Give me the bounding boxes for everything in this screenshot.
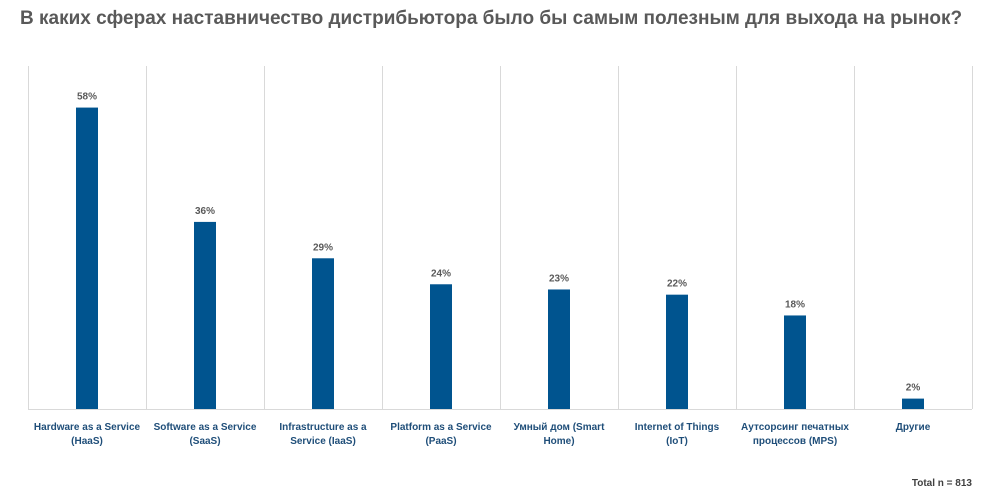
category-label: Умный дом (Smart: [514, 422, 605, 433]
category-label: (HaaS): [71, 436, 103, 447]
category-label: Service (IaaS): [290, 436, 356, 447]
bar: [666, 294, 688, 409]
category-label: (SaaS): [189, 436, 220, 447]
category-label: Другие: [896, 422, 931, 433]
category-label: процессов (MPS): [753, 436, 837, 447]
category-label: (IoT): [666, 436, 688, 447]
data-label: 2%: [906, 383, 921, 394]
category-label: Platform as a Service: [390, 422, 492, 433]
data-label: 29%: [313, 242, 333, 253]
bar: [194, 221, 216, 409]
bar: [784, 315, 806, 409]
category-label: (PaaS): [425, 436, 456, 447]
data-label: 22%: [667, 279, 687, 290]
category-label: Software as a Service: [154, 422, 257, 433]
category-label: Home): [543, 436, 574, 447]
chart-title: В каких сферах наставничество дистрибьют…: [20, 8, 963, 29]
data-label: 24%: [431, 268, 451, 279]
total-n-label: Total n = 813: [911, 478, 972, 489]
bar: [430, 284, 452, 409]
category-label: Internet of Things: [635, 422, 720, 433]
data-label: 58%: [77, 92, 97, 103]
data-label: 36%: [195, 206, 215, 217]
bar: [76, 107, 98, 410]
category-label: Аутсорсинг печатных: [741, 422, 849, 433]
bar: [548, 289, 570, 409]
data-label: 18%: [785, 299, 805, 310]
category-label: Hardware as a Service: [34, 422, 141, 433]
data-label: 23%: [549, 273, 569, 284]
bar: [312, 258, 334, 409]
bar: [902, 398, 924, 409]
category-label: Infrastructure as a: [279, 422, 367, 433]
